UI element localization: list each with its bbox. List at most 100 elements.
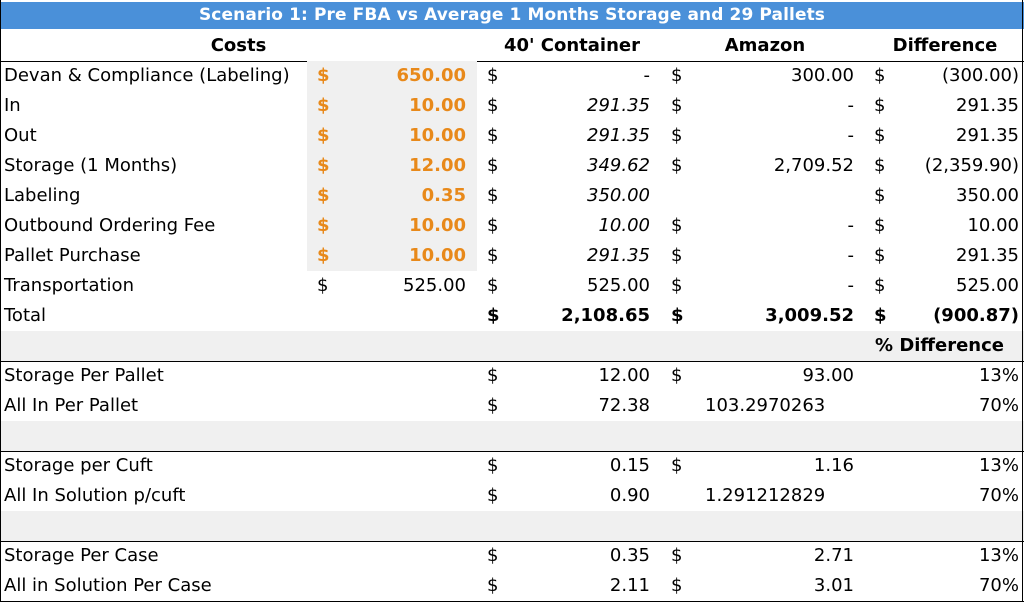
currency-symbol: $: [874, 215, 886, 236]
currency-symbol: $: [671, 155, 683, 176]
rate-shade: [307, 91, 477, 121]
rate-value: 10.00: [409, 125, 466, 146]
row-label: Devan & Compliance (Labeling): [4, 65, 290, 86]
row-label: All In Per Pallet: [4, 395, 139, 416]
currency-symbol: $: [487, 185, 499, 206]
amazon-value: 1.16: [813, 455, 854, 476]
container-value: 0.15: [609, 455, 650, 476]
pct-value: 70%: [978, 575, 1019, 596]
pct-value: 13%: [978, 365, 1019, 386]
rate-shade: [307, 181, 477, 211]
header-row: Costs 40' Container Amazon Difference: [0, 31, 1024, 62]
currency-symbol: $: [874, 185, 886, 206]
currency-symbol: $: [671, 275, 683, 296]
currency-symbol: $: [487, 95, 499, 116]
metric-row: All in Solution Per Case $2.11 $3.01 70%: [0, 571, 1024, 602]
amazon-value: -: [847, 95, 855, 116]
currency-symbol: $: [874, 95, 886, 116]
total-difference: (900.87): [933, 305, 1019, 326]
row-label: Storage per Cuft: [4, 455, 153, 476]
currency-symbol: $: [487, 125, 499, 146]
currency-symbol: $: [317, 245, 330, 266]
currency-symbol: $: [671, 65, 683, 86]
row-label: All in Solution Per Case: [4, 575, 212, 596]
row-label: Storage Per Case: [4, 545, 159, 566]
difference-value: 525.00: [956, 275, 1019, 296]
container-value: 0.35: [609, 545, 650, 566]
currency-symbol: $: [487, 65, 499, 86]
currency-symbol: $: [317, 125, 330, 146]
row-label: Labeling: [4, 185, 81, 206]
rate-value: 525.00: [403, 275, 466, 296]
header-amazon: Amazon: [724, 35, 806, 56]
row-label: Storage Per Pallet: [4, 365, 164, 386]
difference-value: 291.35: [956, 125, 1019, 146]
pct-value: 70%: [978, 485, 1019, 506]
row-label: Transportation: [4, 275, 134, 296]
currency-symbol: $: [487, 365, 499, 386]
currency-symbol: $: [671, 95, 683, 116]
spacer-row: [0, 511, 1024, 542]
currency-symbol: $: [317, 155, 330, 176]
cost-row: Out $10.00 $291.35 $ - $291.35: [0, 121, 1024, 151]
currency-symbol: $: [671, 245, 683, 266]
currency-symbol: $: [317, 95, 330, 116]
row-label: Pallet Purchase: [4, 245, 141, 266]
currency-symbol: $: [671, 575, 683, 596]
container-value: 350.00: [587, 185, 650, 206]
cost-row: Pallet Purchase $10.00 $291.35 $ - $291.35: [0, 241, 1024, 271]
amazon-value: 2,709.52: [773, 155, 854, 176]
amazon-value: 2.71: [813, 545, 854, 566]
metric-row: Storage per Cuft $0.15 $1.16 13%: [0, 451, 1024, 481]
amazon-value: -: [847, 215, 855, 236]
rate-shade: [307, 121, 477, 151]
pct-value: 13%: [978, 455, 1019, 476]
currency-symbol: $: [874, 245, 886, 266]
currency-symbol: $: [487, 395, 499, 416]
total-amazon: 3,009.52: [765, 305, 854, 326]
currency-symbol: $: [874, 155, 886, 176]
rate-value: 10.00: [409, 215, 466, 236]
difference-value: 291.35: [956, 95, 1019, 116]
currency-symbol: $: [487, 485, 499, 506]
currency-symbol: $: [874, 305, 887, 326]
currency-symbol: $: [671, 455, 683, 476]
transportation-row: Transportation $ 525.00 $ 525.00 $ - $ 5…: [0, 271, 1024, 301]
difference-value: 10.00: [967, 215, 1019, 236]
currency-symbol: $: [487, 275, 499, 296]
container-value: 12.00: [598, 365, 650, 386]
container-value: 0.90: [609, 485, 650, 506]
total-label: Total: [4, 305, 47, 326]
rate-value: 0.35: [421, 185, 466, 206]
difference-value: 350.00: [956, 185, 1019, 206]
row-label: All In Solution p/cuft: [4, 485, 186, 506]
row-label: Out: [4, 125, 37, 146]
currency-symbol: $: [317, 275, 329, 296]
currency-symbol: $: [487, 155, 499, 176]
rate-shade: [307, 211, 477, 241]
total-container: 2,108.65: [561, 305, 650, 326]
currency-symbol: $: [671, 125, 683, 146]
header-container: 40' Container: [503, 35, 641, 56]
container-value: 291.35: [587, 95, 650, 116]
cost-row: In $10.00 $291.35 $ - $291.35: [0, 91, 1024, 121]
metric-row: All In Solution p/cuft $0.90 1.291212829 70…: [0, 481, 1024, 512]
amazon-value: 93.00: [802, 365, 854, 386]
amazon-value: 1.291212829: [705, 485, 826, 506]
amazon-value: 103.2970263: [705, 395, 826, 416]
container-value: 291.35: [587, 245, 650, 266]
header-difference: Difference: [892, 35, 998, 56]
metric-row: Storage Per Pallet $12.00 $93.00 13%: [0, 361, 1024, 391]
currency-symbol: $: [874, 275, 886, 296]
container-value: 10.00: [598, 215, 650, 236]
difference-value: (300.00): [941, 65, 1019, 86]
currency-symbol: $: [671, 365, 683, 386]
pct-value: 13%: [978, 545, 1019, 566]
total-row: Total $ 2,108.65 $ 3,009.52 $ (900.87): [0, 301, 1024, 332]
currency-symbol: $: [487, 245, 499, 266]
rate-value: 12.00: [409, 155, 466, 176]
amazon-value: -: [847, 125, 855, 146]
currency-symbol: $: [671, 215, 683, 236]
currency-symbol: $: [317, 185, 330, 206]
currency-symbol: $: [487, 215, 499, 236]
